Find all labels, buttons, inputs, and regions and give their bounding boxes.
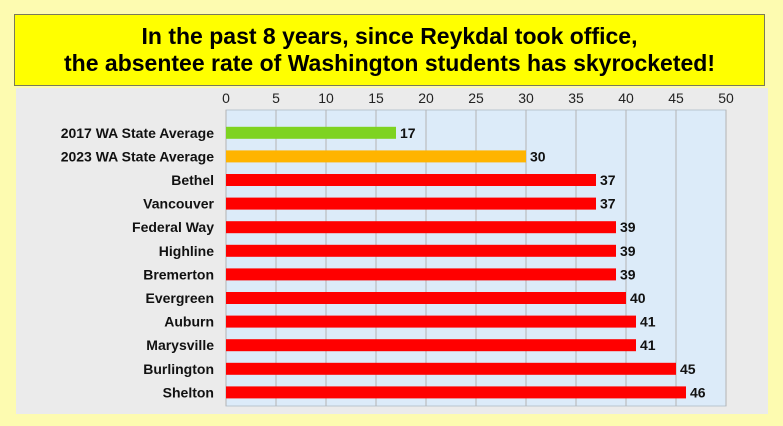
data-label: 39 — [620, 219, 636, 235]
category-label: Evergreen — [146, 290, 214, 306]
bar — [226, 362, 676, 375]
bar — [226, 292, 626, 304]
x-tick-label: 35 — [568, 90, 584, 106]
category-label: Shelton — [163, 384, 214, 400]
category-label: Federal Way — [132, 219, 214, 235]
data-label: 41 — [640, 314, 656, 330]
chart-title: In the past 8 years, since Reykdal took … — [14, 14, 765, 86]
data-label: 40 — [630, 290, 646, 306]
category-label: 2023 WA State Average — [61, 148, 215, 164]
data-label: 17 — [400, 125, 416, 141]
data-label: 39 — [620, 266, 636, 282]
x-tick-label: 45 — [668, 90, 684, 106]
bar — [226, 126, 396, 139]
category-label: Bethel — [171, 172, 214, 188]
bar — [226, 339, 636, 352]
data-label: 41 — [640, 337, 656, 353]
x-tick-label: 15 — [368, 90, 384, 106]
data-label: 46 — [690, 384, 706, 400]
category-label: Bremerton — [143, 266, 214, 282]
bar — [226, 268, 616, 281]
category-label: Highline — [159, 243, 214, 259]
bar — [226, 197, 596, 210]
data-label: 37 — [600, 196, 616, 212]
data-label: 45 — [680, 361, 696, 377]
category-label: 2017 WA State Average — [61, 125, 215, 141]
chart-title-line-1: In the past 8 years, since Reykdal took … — [141, 23, 638, 49]
x-tick-label: 0 — [222, 90, 230, 106]
bar — [226, 386, 686, 399]
x-tick-label: 40 — [618, 90, 634, 106]
bar — [226, 174, 596, 186]
x-tick-label: 50 — [718, 90, 734, 106]
bar — [226, 150, 526, 163]
data-label: 30 — [530, 148, 546, 164]
x-tick-label: 20 — [418, 90, 434, 106]
x-tick-label: 10 — [318, 90, 334, 106]
x-tick-label: 5 — [272, 90, 280, 106]
x-tick-label: 30 — [518, 90, 534, 106]
bar — [226, 221, 616, 234]
category-label: Marysville — [146, 337, 214, 353]
bar — [226, 244, 616, 257]
category-label: Burlington — [143, 361, 214, 377]
data-label: 39 — [620, 243, 636, 259]
chart-panel: 0 5 10 15 20 25 30 35 40 45 50 2017 WA State Averag… — [16, 88, 768, 414]
x-tick-label: 25 — [468, 90, 484, 106]
bar-chart: 0 5 10 15 20 25 30 35 40 45 50 2017 WA State Averag… — [61, 90, 734, 407]
category-label: Vancouver — [143, 196, 214, 212]
category-label: Auburn — [164, 314, 214, 330]
chart-title-line-2: the absentee rate of Washington students… — [64, 50, 715, 76]
data-label: 37 — [600, 172, 616, 188]
bar — [226, 315, 636, 328]
